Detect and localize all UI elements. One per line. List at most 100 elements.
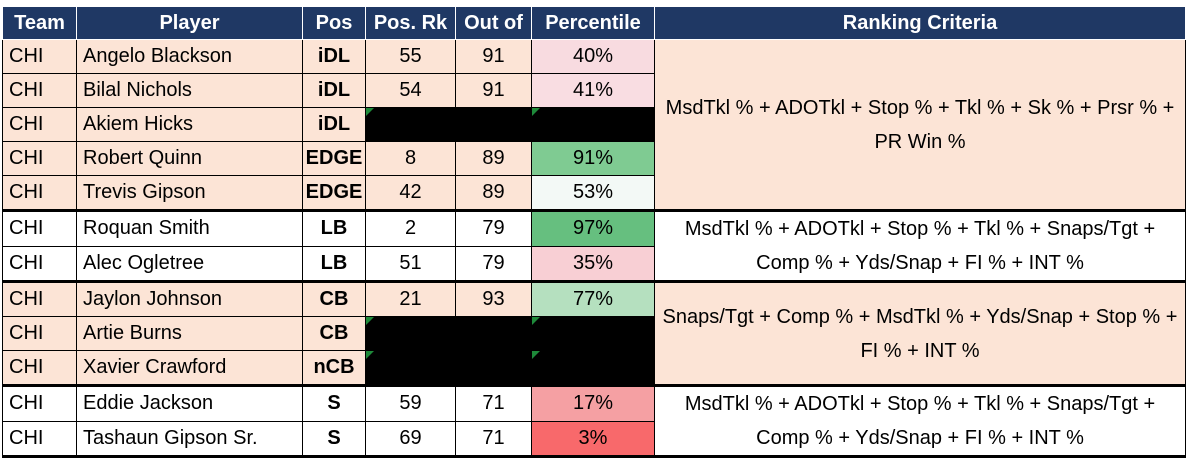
pos-cell[interactable]: LB [302, 210, 366, 247]
criteria-cell-dl-edge[interactable]: MsdTkl % + ADOTkl + Stop % + Tkl % + Sk … [654, 39, 1186, 212]
header-pos-rank[interactable]: Pos. Rk [365, 6, 456, 40]
percentile-cell[interactable]: 41% [531, 73, 655, 108]
redacted-rank-cell[interactable] [365, 107, 532, 142]
team-cell[interactable]: CHI [2, 39, 77, 74]
player-cell[interactable]: Bilal Nichols [76, 73, 303, 108]
player-cell[interactable]: Trevis Gipson [76, 175, 303, 212]
percentile-cell[interactable]: 40% [531, 39, 655, 74]
player-cell[interactable]: Roquan Smith [76, 210, 303, 247]
criteria-cell-lb[interactable]: MsdTkl % + ADOTkl + Stop % + Tkl % + Sna… [654, 210, 1186, 283]
header-pos[interactable]: Pos [302, 6, 366, 40]
table-row: CHI Alec Ogletree LB 51 79 35% [2, 245, 1186, 283]
percentile-cell[interactable]: 77% [531, 281, 655, 317]
error-indicator-icon [532, 351, 540, 359]
pos-cell[interactable]: nCB [302, 350, 366, 387]
pos-cell[interactable]: iDL [302, 73, 366, 108]
table-row: CHI Akiem Hicks iDL [2, 107, 1186, 142]
table-row: CHI Artie Burns CB [2, 316, 1186, 351]
out-of-cell[interactable]: 91 [455, 39, 532, 74]
error-indicator-icon [366, 317, 374, 325]
team-cell[interactable]: CHI [2, 316, 77, 351]
player-cell[interactable]: Alec Ogletree [76, 245, 303, 283]
pos-cell[interactable]: CB [302, 281, 366, 317]
table-row: CHI Eddie Jackson S 59 71 17% MsdTkl % +… [2, 385, 1186, 458]
error-indicator-icon [366, 351, 374, 359]
player-cell[interactable]: Angelo Blackson [76, 39, 303, 74]
team-cell[interactable]: CHI [2, 350, 77, 387]
pos-cell[interactable]: S [302, 385, 366, 422]
pos-cell[interactable]: S [302, 420, 366, 458]
pos-cell[interactable]: EDGE [302, 141, 366, 176]
team-cell[interactable]: CHI [2, 385, 77, 422]
out-of-cell[interactable]: 89 [455, 175, 532, 212]
out-of-cell[interactable]: 89 [455, 141, 532, 176]
redacted-percentile-cell[interactable] [531, 350, 655, 387]
table-row: CHI Bilal Nichols iDL 54 91 41% [2, 73, 1186, 108]
table-row: CHI Trevis Gipson EDGE 42 89 53% [2, 175, 1186, 212]
table-row: CHI Jaylon Johnson CB 21 93 77% Snaps/Tg… [2, 281, 1186, 387]
pos-rank-cell[interactable]: 55 [365, 39, 456, 74]
pos-rank-cell[interactable]: 54 [365, 73, 456, 108]
redacted-rank-cell[interactable] [365, 350, 532, 387]
error-indicator-icon [532, 108, 540, 116]
header-criteria[interactable]: Ranking Criteria [654, 6, 1186, 40]
rankings-sheet: Team Player Pos Pos. Rk Out of Percentil… [2, 6, 1186, 458]
team-cell[interactable]: CHI [2, 107, 77, 142]
redacted-rank-cell[interactable] [365, 316, 532, 351]
out-of-cell[interactable]: 71 [455, 385, 532, 422]
pos-cell[interactable]: iDL [302, 39, 366, 74]
player-cell[interactable]: Eddie Jackson [76, 385, 303, 422]
player-cell[interactable]: Akiem Hicks [76, 107, 303, 142]
pos-rank-cell[interactable]: 42 [365, 175, 456, 212]
table-row: CHI Xavier Crawford nCB [2, 350, 1186, 387]
pos-rank-cell[interactable]: 69 [365, 420, 456, 458]
redacted-percentile-cell[interactable] [531, 316, 655, 351]
rankings-table: Team Player Pos Pos. Rk Out of Percentil… [2, 6, 1186, 458]
out-of-cell[interactable]: 71 [455, 420, 532, 458]
out-of-cell[interactable]: 91 [455, 73, 532, 108]
percentile-cell[interactable]: 3% [531, 420, 655, 458]
header-percentile[interactable]: Percentile [531, 6, 655, 40]
team-cell[interactable]: CHI [2, 245, 77, 283]
criteria-cell-s[interactable]: MsdTkl % + ADOTkl + Stop % + Tkl % + Sna… [654, 385, 1186, 458]
percentile-cell[interactable]: 17% [531, 385, 655, 422]
player-cell[interactable]: Jaylon Johnson [76, 281, 303, 317]
player-cell[interactable]: Tashaun Gipson Sr. [76, 420, 303, 458]
error-indicator-icon [532, 317, 540, 325]
percentile-cell[interactable]: 97% [531, 210, 655, 247]
percentile-cell[interactable]: 53% [531, 175, 655, 212]
criteria-cell-cb[interactable]: Snaps/Tgt + Comp % + MsdTkl % + Yds/Snap… [654, 281, 1186, 387]
pos-cell[interactable]: iDL [302, 107, 366, 142]
team-cell[interactable]: CHI [2, 281, 77, 317]
out-of-cell[interactable]: 93 [455, 281, 532, 317]
team-cell[interactable]: CHI [2, 420, 77, 458]
percentile-cell[interactable]: 91% [531, 141, 655, 176]
team-cell[interactable]: CHI [2, 73, 77, 108]
team-cell[interactable]: CHI [2, 210, 77, 247]
player-cell[interactable]: Xavier Crawford [76, 350, 303, 387]
header-out-of[interactable]: Out of [455, 6, 532, 40]
pos-rank-cell[interactable]: 59 [365, 385, 456, 422]
pos-cell[interactable]: LB [302, 245, 366, 283]
header-row: Team Player Pos Pos. Rk Out of Percentil… [2, 6, 1186, 40]
player-cell[interactable]: Robert Quinn [76, 141, 303, 176]
pos-cell[interactable]: EDGE [302, 175, 366, 212]
player-cell[interactable]: Artie Burns [76, 316, 303, 351]
pos-cell[interactable]: CB [302, 316, 366, 351]
out-of-cell[interactable]: 79 [455, 210, 532, 247]
header-team[interactable]: Team [2, 6, 77, 40]
header-player[interactable]: Player [76, 6, 303, 40]
pos-rank-cell[interactable]: 21 [365, 281, 456, 317]
pos-rank-cell[interactable]: 8 [365, 141, 456, 176]
redacted-percentile-cell[interactable] [531, 107, 655, 142]
out-of-cell[interactable]: 79 [455, 245, 532, 283]
table-row: CHI Angelo Blackson iDL 55 91 40% MsdTkl… [2, 39, 1186, 212]
pos-rank-cell[interactable]: 2 [365, 210, 456, 247]
table-row: CHI Roquan Smith LB 2 79 97% MsdTkl % + … [2, 210, 1186, 283]
pos-rank-cell[interactable]: 51 [365, 245, 456, 283]
team-cell[interactable]: CHI [2, 175, 77, 212]
percentile-cell[interactable]: 35% [531, 245, 655, 283]
error-indicator-icon [366, 108, 374, 116]
table-row: CHI Tashaun Gipson Sr. S 69 71 3% [2, 420, 1186, 458]
team-cell[interactable]: CHI [2, 141, 77, 176]
